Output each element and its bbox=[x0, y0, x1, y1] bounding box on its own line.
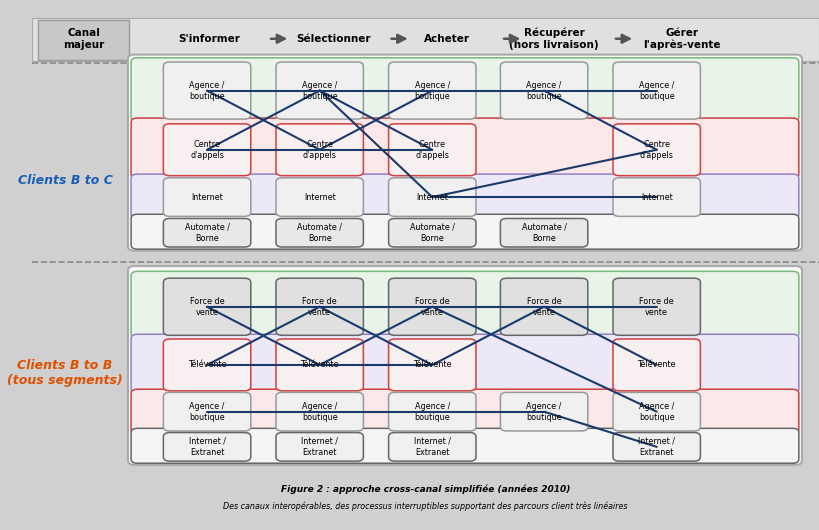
Text: S'informer: S'informer bbox=[178, 34, 240, 44]
FancyBboxPatch shape bbox=[388, 124, 475, 175]
FancyBboxPatch shape bbox=[276, 178, 363, 216]
FancyBboxPatch shape bbox=[163, 124, 251, 175]
Text: Automate /
Borne: Automate / Borne bbox=[410, 223, 455, 243]
Text: Agence /
boutique: Agence / boutique bbox=[414, 402, 450, 422]
FancyBboxPatch shape bbox=[163, 178, 251, 216]
FancyBboxPatch shape bbox=[276, 124, 363, 175]
Text: Agence /
boutique: Agence / boutique bbox=[638, 402, 674, 422]
Text: Centre
d'appels: Centre d'appels bbox=[302, 140, 337, 160]
Text: Agence /
boutique: Agence / boutique bbox=[414, 81, 450, 101]
FancyBboxPatch shape bbox=[131, 214, 798, 249]
FancyBboxPatch shape bbox=[388, 278, 475, 335]
Text: Internet: Internet bbox=[640, 192, 672, 201]
Text: Automate /
Borne: Automate / Borne bbox=[521, 223, 566, 243]
Text: Force de
vente: Force de vente bbox=[639, 297, 673, 317]
Text: Agence /
boutique: Agence / boutique bbox=[638, 81, 674, 101]
FancyBboxPatch shape bbox=[613, 339, 699, 391]
Text: Force de
vente: Force de vente bbox=[526, 297, 561, 317]
FancyBboxPatch shape bbox=[388, 218, 475, 247]
Text: Clients B to C: Clients B to C bbox=[17, 174, 112, 187]
FancyBboxPatch shape bbox=[388, 432, 475, 461]
FancyBboxPatch shape bbox=[131, 58, 798, 122]
FancyBboxPatch shape bbox=[276, 392, 363, 431]
Text: Télévente: Télévente bbox=[188, 360, 226, 369]
Text: Force de
vente: Force de vente bbox=[189, 297, 224, 317]
Text: Agence /
boutique: Agence / boutique bbox=[189, 81, 224, 101]
Text: Internet: Internet bbox=[191, 192, 223, 201]
Text: Centre
d'appels: Centre d'appels bbox=[639, 140, 673, 160]
Text: Internet /
Extranet: Internet / Extranet bbox=[414, 437, 450, 457]
FancyBboxPatch shape bbox=[131, 174, 798, 218]
FancyBboxPatch shape bbox=[613, 178, 699, 216]
FancyBboxPatch shape bbox=[131, 389, 798, 434]
Text: Agence /
boutique: Agence / boutique bbox=[526, 402, 561, 422]
FancyBboxPatch shape bbox=[163, 432, 251, 461]
FancyBboxPatch shape bbox=[388, 178, 475, 216]
Text: Force de
vente: Force de vente bbox=[414, 297, 449, 317]
FancyBboxPatch shape bbox=[128, 266, 801, 465]
FancyBboxPatch shape bbox=[131, 334, 798, 393]
FancyBboxPatch shape bbox=[276, 62, 363, 119]
Text: Centre
d'appels: Centre d'appels bbox=[415, 140, 449, 160]
FancyBboxPatch shape bbox=[613, 62, 699, 119]
Text: Agence /
boutique: Agence / boutique bbox=[189, 402, 224, 422]
FancyBboxPatch shape bbox=[388, 62, 475, 119]
Text: Internet: Internet bbox=[416, 192, 448, 201]
FancyBboxPatch shape bbox=[131, 271, 798, 338]
Text: Agence /
boutique: Agence / boutique bbox=[301, 81, 337, 101]
Text: Centre
d'appels: Centre d'appels bbox=[190, 140, 224, 160]
FancyBboxPatch shape bbox=[613, 278, 699, 335]
Text: Télévente: Télévente bbox=[300, 360, 338, 369]
Text: Télévente: Télévente bbox=[413, 360, 451, 369]
FancyBboxPatch shape bbox=[613, 392, 699, 431]
Text: Agence /
boutique: Agence / boutique bbox=[301, 402, 337, 422]
FancyBboxPatch shape bbox=[32, 18, 818, 61]
FancyBboxPatch shape bbox=[163, 218, 251, 247]
FancyBboxPatch shape bbox=[500, 218, 587, 247]
Text: Force de
vente: Force de vente bbox=[302, 297, 337, 317]
Text: Figure 2 : approche cross-canal simplifiée (années 2010): Figure 2 : approche cross-canal simplifi… bbox=[281, 485, 569, 494]
FancyBboxPatch shape bbox=[163, 62, 251, 119]
FancyBboxPatch shape bbox=[613, 432, 699, 461]
FancyBboxPatch shape bbox=[276, 278, 363, 335]
Text: Internet /
Extranet: Internet / Extranet bbox=[188, 437, 225, 457]
Text: Acheter: Acheter bbox=[423, 34, 469, 44]
Text: Automate /
Borne: Automate / Borne bbox=[296, 223, 342, 243]
FancyBboxPatch shape bbox=[131, 118, 798, 178]
Text: Canal
majeur: Canal majeur bbox=[63, 29, 104, 50]
Text: Sélectionner: Sélectionner bbox=[296, 34, 370, 44]
FancyBboxPatch shape bbox=[500, 62, 587, 119]
Text: Gérer
l'après-vente: Gérer l'après-vente bbox=[642, 28, 719, 50]
Text: Récupérer
(hors livraison): Récupérer (hors livraison) bbox=[509, 28, 598, 50]
FancyBboxPatch shape bbox=[276, 218, 363, 247]
FancyBboxPatch shape bbox=[388, 339, 475, 391]
Text: Internet /
Extranet: Internet / Extranet bbox=[301, 437, 337, 457]
FancyBboxPatch shape bbox=[613, 124, 699, 175]
FancyBboxPatch shape bbox=[163, 278, 251, 335]
FancyBboxPatch shape bbox=[500, 278, 587, 335]
FancyBboxPatch shape bbox=[131, 428, 798, 463]
Text: Agence /
boutique: Agence / boutique bbox=[526, 81, 561, 101]
FancyBboxPatch shape bbox=[128, 55, 801, 251]
FancyBboxPatch shape bbox=[276, 339, 363, 391]
Text: Des canaux interopérables, des processus interruptibles supportant des parcours : Des canaux interopérables, des processus… bbox=[223, 501, 627, 511]
Text: Télévente: Télévente bbox=[636, 360, 675, 369]
Text: Clients B to B
(tous segments): Clients B to B (tous segments) bbox=[7, 359, 123, 387]
FancyBboxPatch shape bbox=[388, 392, 475, 431]
FancyBboxPatch shape bbox=[163, 392, 251, 431]
FancyBboxPatch shape bbox=[500, 392, 587, 431]
Text: Automate /
Borne: Automate / Borne bbox=[184, 223, 229, 243]
Text: Internet: Internet bbox=[303, 192, 335, 201]
FancyBboxPatch shape bbox=[38, 20, 129, 60]
FancyBboxPatch shape bbox=[276, 432, 363, 461]
FancyBboxPatch shape bbox=[163, 339, 251, 391]
Text: Internet /
Extranet: Internet / Extranet bbox=[637, 437, 674, 457]
